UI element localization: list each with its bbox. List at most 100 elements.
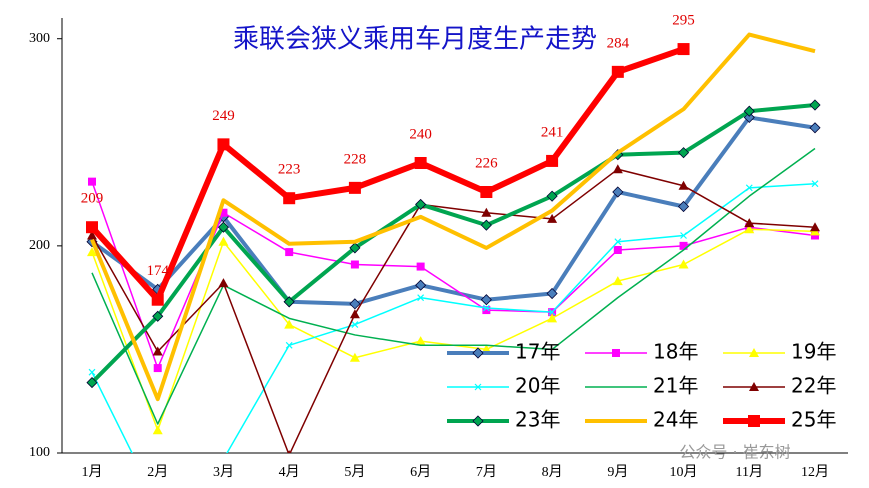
marker: [285, 341, 293, 349]
marker: [152, 310, 164, 322]
marker: [283, 192, 296, 205]
marker: [414, 157, 427, 169]
marker: [86, 377, 98, 389]
marker: [677, 43, 690, 56]
marker: [220, 456, 226, 462]
y-tick-label: 100: [29, 445, 50, 460]
marker: [474, 383, 482, 391]
marker: [350, 260, 359, 269]
x-tick-label: 6月: [410, 464, 431, 480]
series-line: [90, 32, 816, 402]
marker: [612, 164, 623, 174]
chart-title: 乘联会狭义乘用车月度生产走势: [233, 25, 597, 55]
marker: [472, 347, 484, 359]
x-tick-label: 11月: [736, 464, 763, 480]
marker: [151, 293, 164, 306]
marker: [415, 198, 427, 210]
y-tick-label: 300: [29, 31, 50, 46]
legend-label: 25年: [791, 408, 836, 432]
marker: [87, 230, 97, 240]
series-line: [91, 168, 816, 453]
marker: [87, 247, 97, 257]
value-label: 249: [212, 108, 235, 124]
marker: [481, 207, 492, 217]
value-label: 226: [475, 155, 498, 171]
marker: [749, 348, 759, 357]
value-label: 241: [541, 124, 564, 140]
marker: [748, 415, 760, 427]
y-tick-label: 200: [29, 238, 50, 253]
marker: [349, 309, 360, 319]
value-label: 284: [607, 35, 630, 51]
marker: [348, 181, 361, 194]
legend-label: 17年: [515, 340, 560, 364]
legend-label: 22年: [791, 374, 836, 398]
value-label: 295: [672, 13, 695, 29]
value-label: 174: [146, 263, 169, 279]
marker: [612, 186, 624, 198]
marker: [809, 99, 821, 111]
marker: [88, 177, 96, 186]
legend-label: 21年: [653, 374, 698, 398]
value-label: 209: [81, 191, 104, 207]
marker: [86, 221, 98, 234]
marker: [548, 308, 556, 316]
x-tick-label: 3月: [213, 464, 234, 480]
marker: [480, 294, 492, 306]
marker: [153, 364, 162, 373]
marker: [743, 105, 755, 117]
marker: [612, 349, 620, 357]
marker: [349, 242, 361, 254]
legend-label: 23年: [515, 408, 560, 432]
marker: [472, 415, 484, 427]
plot-area: [86, 32, 821, 462]
marker: [809, 122, 821, 134]
marker: [480, 186, 493, 198]
marker: [349, 298, 361, 310]
marker: [811, 180, 819, 188]
x-tick-label: 5月: [344, 464, 365, 480]
marker: [680, 232, 687, 239]
x-tick-label: 2月: [147, 464, 168, 480]
legend-label: 18年: [653, 340, 698, 364]
marker: [152, 425, 163, 435]
marker: [745, 184, 753, 192]
marker: [285, 248, 294, 257]
marker: [677, 200, 690, 213]
marker: [678, 180, 689, 190]
marker: [219, 208, 228, 217]
marker: [613, 246, 622, 254]
marker: [415, 336, 426, 346]
marker: [614, 238, 622, 246]
marker: [287, 450, 291, 453]
x-tick-label: 8月: [542, 464, 563, 480]
marker: [417, 294, 425, 302]
marker: [218, 278, 229, 288]
marker: [88, 368, 96, 376]
series-line: [91, 182, 816, 453]
marker: [416, 262, 425, 271]
marker: [546, 287, 558, 300]
marker: [811, 231, 819, 240]
value-label: 240: [409, 126, 432, 142]
marker: [547, 313, 558, 323]
legend-label: 24年: [653, 408, 698, 432]
marker: [612, 276, 623, 286]
marker: [744, 224, 755, 234]
marker: [482, 304, 490, 312]
marker: [480, 219, 492, 231]
marker: [283, 296, 295, 308]
legend-label: 20年: [515, 374, 560, 398]
series-line: [90, 103, 816, 384]
x-tick-label: 12月: [801, 464, 829, 480]
marker: [546, 154, 559, 167]
marker: [482, 306, 491, 315]
x-tick-label: 9月: [607, 464, 628, 480]
marker: [415, 279, 427, 291]
series-line: [91, 147, 816, 425]
x-tick-label: 1月: [82, 464, 103, 480]
x-tick-label: 4月: [279, 464, 300, 480]
value-label: 228: [344, 151, 367, 167]
x-tick-label: 10月: [670, 464, 698, 480]
